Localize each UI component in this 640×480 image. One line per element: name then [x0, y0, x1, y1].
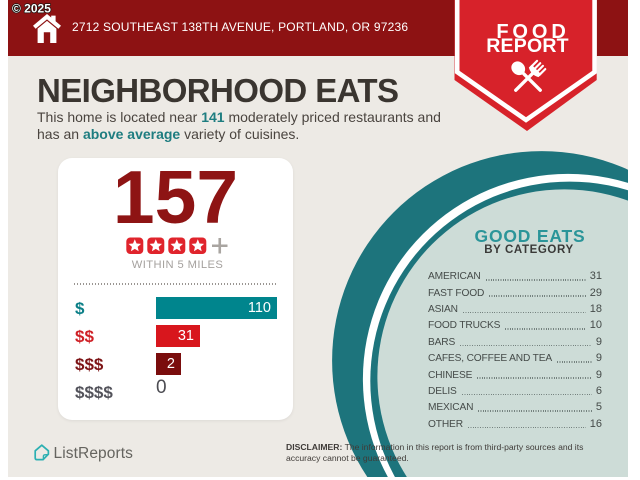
- svg-text:© 2025: © 2025: [12, 2, 51, 16]
